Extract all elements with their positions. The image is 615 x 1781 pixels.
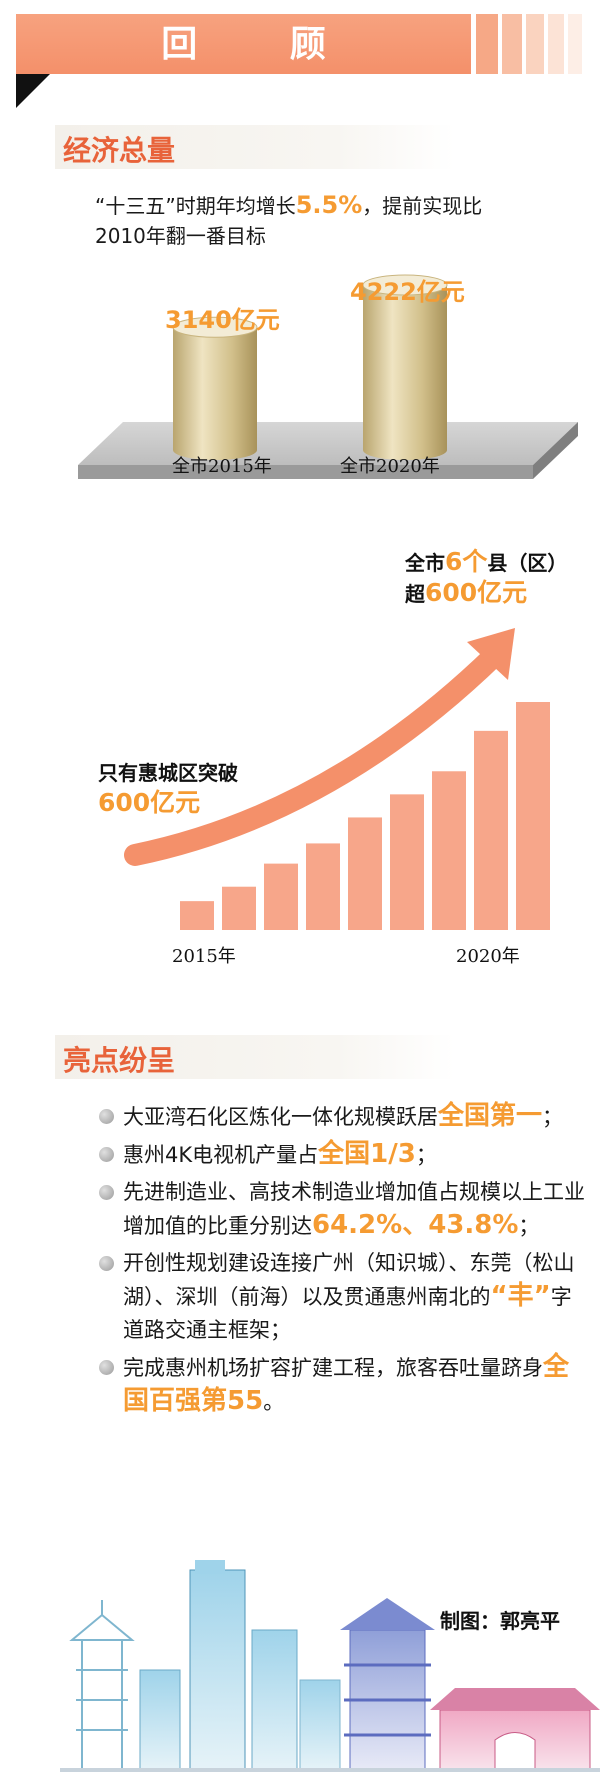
- bar-value-2020: 4222亿元: [350, 278, 465, 306]
- growth-bar: [516, 702, 550, 930]
- bullet-icon: [99, 1109, 114, 1124]
- building-icon: [251, 1629, 298, 1771]
- tower-top-icon: [195, 1560, 225, 1574]
- growth-description: “十三五”时期年均增长5.5%，提前实现比 2010年翻一番目标: [95, 190, 575, 251]
- building-icon: [299, 1679, 341, 1771]
- item-text: 大亚湾石化区炼化一体化规模跃居: [123, 1105, 438, 1129]
- highlight-list: 大亚湾石化区炼化一体化规模跃居全国第一； 惠州4K电视机产量占全国1/3； 先进…: [95, 1100, 585, 1423]
- header-stripe: [476, 14, 498, 74]
- growth-prefix: “十三五”时期年均增长: [95, 194, 296, 218]
- cylinder-top: [362, 274, 448, 296]
- item-highlight: 全国1/3: [318, 1139, 416, 1169]
- cylinder-top: [172, 316, 258, 338]
- section-heading-highlights: 亮点纷呈: [55, 1035, 455, 1079]
- bullet-icon: [99, 1185, 114, 1200]
- list-item: 先进制造业、高技术制造业增加值占规模以上工业增加值的比重分别达64.2%、43.…: [95, 1176, 585, 1243]
- item-highlight: 全国第一: [438, 1101, 543, 1131]
- header-stripe: [568, 14, 582, 74]
- banner-corner: [16, 74, 50, 108]
- section-heading-economy: 经济总量: [55, 125, 455, 169]
- item-tail: ；: [415, 1143, 437, 1167]
- growth-bar: [180, 901, 214, 930]
- bullet-icon: [99, 1256, 114, 1271]
- pagoda-icon: [69, 1600, 135, 1771]
- growth-bar-chart: [124, 628, 550, 930]
- item-text: 开创性规划建设连接广州（知识城）、东莞（松山湖）、深圳（前海）以及贯通惠州南北的: [123, 1251, 575, 1309]
- header-stripe: [502, 14, 522, 74]
- credit-text: 制图：郭亮平: [440, 1609, 560, 1633]
- growth-rate: 5.5%: [295, 191, 363, 219]
- growth-arrow-head: [467, 628, 515, 680]
- building-icon: [139, 1669, 181, 1771]
- growth-bar: [222, 886, 256, 930]
- bar-value-2015: 3140亿元: [165, 306, 280, 334]
- section-heading-text: 经济总量: [63, 134, 176, 167]
- growth-bar: [264, 863, 298, 930]
- start-note-line1: 只有惠城区突破: [98, 761, 238, 785]
- item-highlight: 全国百强第55: [123, 1352, 570, 1416]
- platform-side: [533, 422, 578, 479]
- item-text: 惠州4K电视机产量占: [123, 1143, 319, 1167]
- growth-arrow-shaft: [124, 644, 506, 866]
- city-skyline-illustration: [60, 1560, 600, 1772]
- end-note-prefix: 全市: [405, 551, 445, 575]
- item-tail: 。: [263, 1390, 285, 1414]
- section-heading-text: 亮点纷呈: [63, 1044, 176, 1077]
- item-text: 先进制造业、高技术制造业增加值占规模以上工业增加值的比重分别达: [123, 1180, 585, 1238]
- header-banner: 回 顾: [16, 14, 471, 74]
- list-item: 开创性规划建设连接广州（知识城）、东莞（松山湖）、深圳（前海）以及贯通惠州南北的…: [95, 1247, 585, 1347]
- growth-bar: [306, 843, 340, 930]
- end-note-count: 6个: [445, 547, 488, 576]
- item-highlight: “丰”: [490, 1281, 551, 1311]
- list-item: 惠州4K电视机产量占全国1/3；: [95, 1138, 585, 1172]
- end-note-suffix: 县（区）: [487, 551, 568, 575]
- end-note-value: 600亿元: [425, 578, 528, 607]
- bullet-icon: [99, 1360, 114, 1375]
- item-tail: 字道路交通主框架；: [123, 1285, 572, 1342]
- item-tail: ；: [542, 1105, 564, 1129]
- growth-suffix: ，提前实现比: [362, 194, 483, 218]
- platform-front: [78, 465, 533, 479]
- pavilion-icon: [340, 1598, 435, 1771]
- x-label-start: 2015年: [172, 946, 236, 967]
- bar-year-2015: 全市2015年: [172, 456, 272, 477]
- growth-bar: [474, 730, 508, 930]
- tower-icon: [189, 1569, 246, 1771]
- header-stripe: [548, 14, 564, 74]
- item-tail: ；: [518, 1214, 540, 1238]
- item-highlight: 64.2%、43.8%: [312, 1210, 519, 1240]
- growth-line2: 2010年翻一番目标: [95, 224, 266, 248]
- header-stripe: [526, 14, 544, 74]
- cylinder-chart: [78, 274, 578, 479]
- item-text: 完成惠州机场扩容扩建工程，旅客吞吐量跻身: [123, 1356, 543, 1380]
- end-note: 全市6个县（区） 超600亿元: [405, 547, 567, 609]
- x-label-end: 2020年: [456, 946, 520, 967]
- header-title: 回 顾: [161, 23, 366, 65]
- list-item: 大亚湾石化区炼化一体化规模跃居全国第一；: [95, 1100, 585, 1134]
- start-note-value: 600亿元: [98, 788, 201, 817]
- growth-bar: [432, 771, 466, 930]
- list-item: 完成惠州机场扩容扩建工程，旅客吞吐量跻身全国百强第55。: [95, 1351, 585, 1419]
- growth-bar: [390, 794, 424, 930]
- cylinder-bar: [173, 327, 257, 460]
- gate-icon: [430, 1688, 600, 1771]
- ground-line: [60, 1768, 600, 1772]
- growth-bar: [348, 817, 382, 930]
- bar-year-2020: 全市2020年: [340, 456, 440, 477]
- platform-top: [78, 422, 578, 465]
- bullet-icon: [99, 1147, 114, 1162]
- cylinder-bar: [363, 285, 447, 460]
- start-note: 只有惠城区突破 600亿元: [98, 758, 238, 819]
- end-note-line2-prefix: 超: [405, 582, 425, 606]
